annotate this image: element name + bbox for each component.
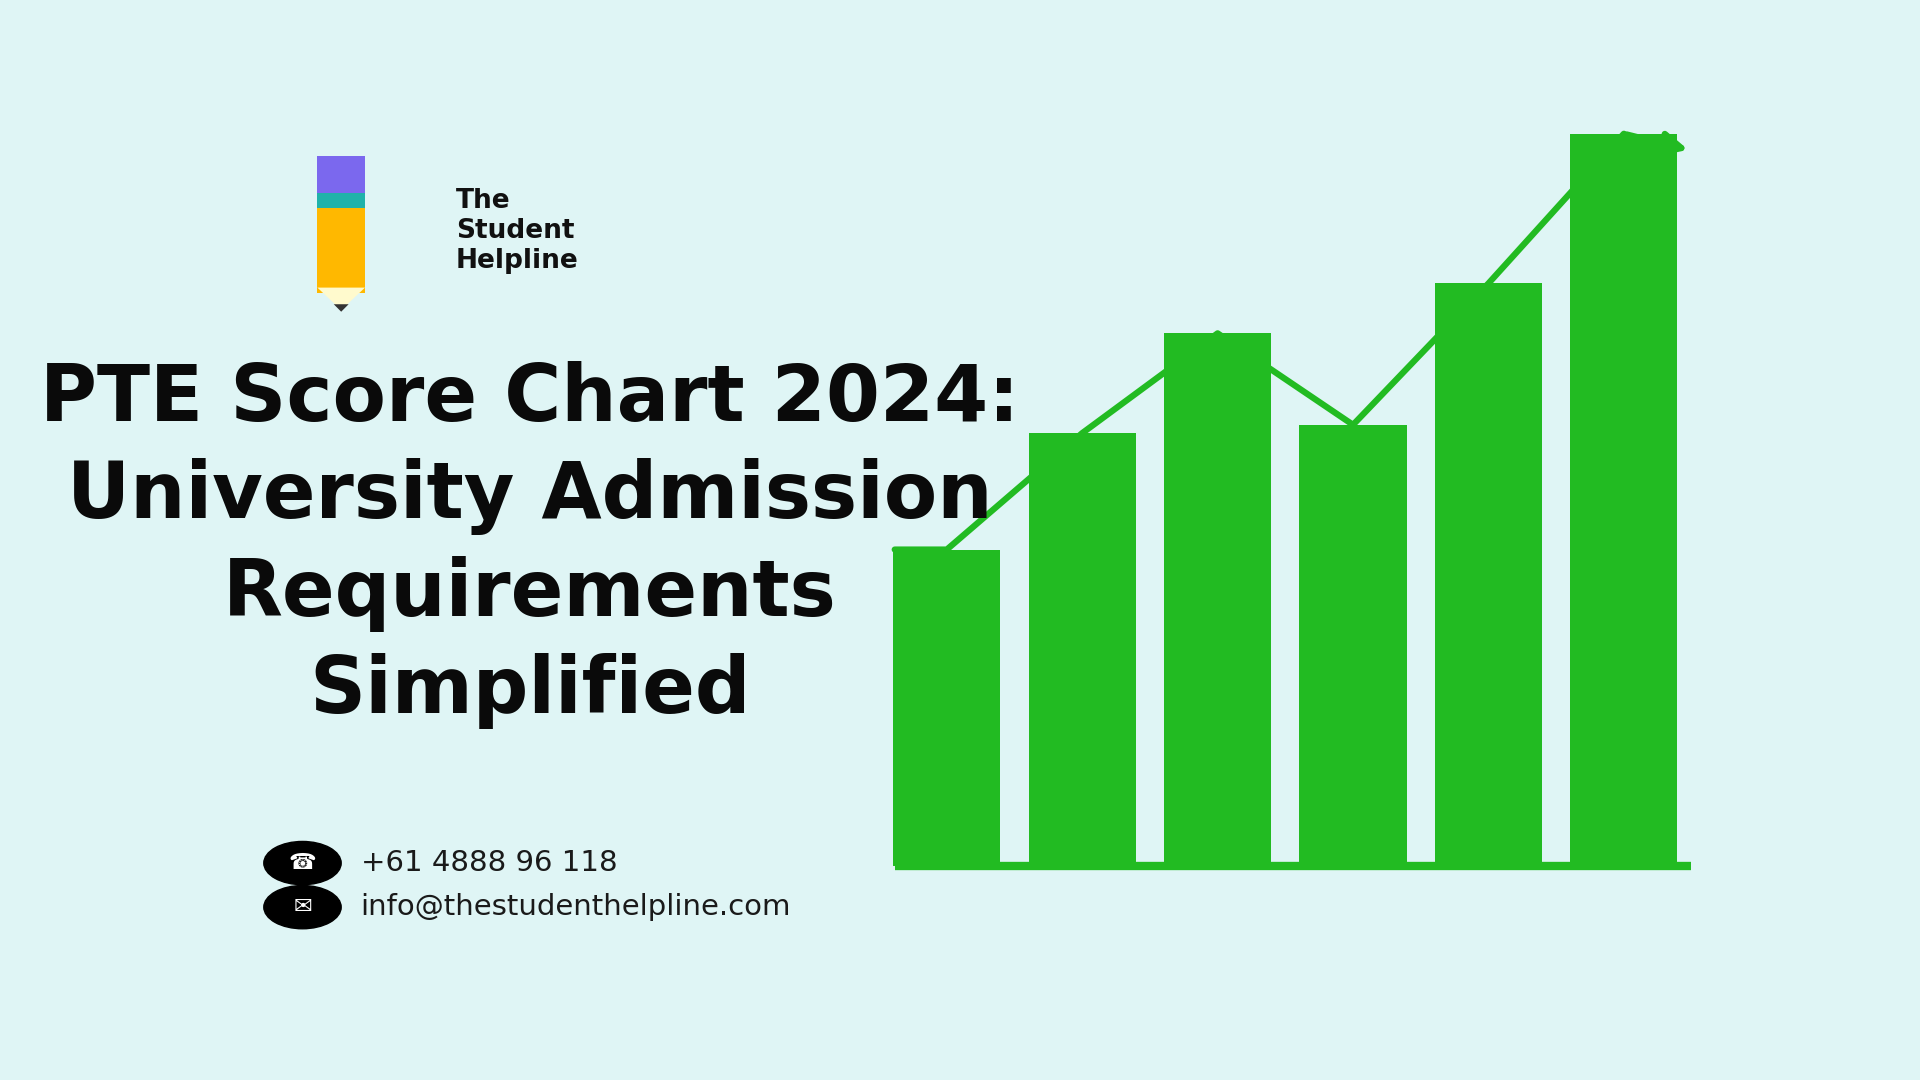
Circle shape <box>263 841 342 885</box>
Bar <box>317 193 365 207</box>
Text: PTE Score Chart 2024:
University Admission
Requirements
Simplified: PTE Score Chart 2024: University Admissi… <box>40 362 1020 729</box>
Bar <box>893 550 1000 865</box>
Text: The
Student
Helpline: The Student Helpline <box>455 188 578 274</box>
Polygon shape <box>334 305 349 312</box>
Text: ✉: ✉ <box>294 897 311 917</box>
Bar <box>1164 334 1271 865</box>
Bar <box>1300 424 1407 865</box>
Bar <box>317 157 365 193</box>
Bar <box>1029 433 1137 865</box>
Bar <box>1571 134 1678 865</box>
Bar <box>317 186 365 294</box>
Text: +61 4888 96 118: +61 4888 96 118 <box>361 849 616 877</box>
Circle shape <box>263 886 342 929</box>
Bar <box>1434 283 1542 865</box>
Text: info@thestudenthelpline.com: info@thestudenthelpline.com <box>361 893 791 921</box>
Text: ☎: ☎ <box>288 853 317 873</box>
Polygon shape <box>317 287 365 310</box>
